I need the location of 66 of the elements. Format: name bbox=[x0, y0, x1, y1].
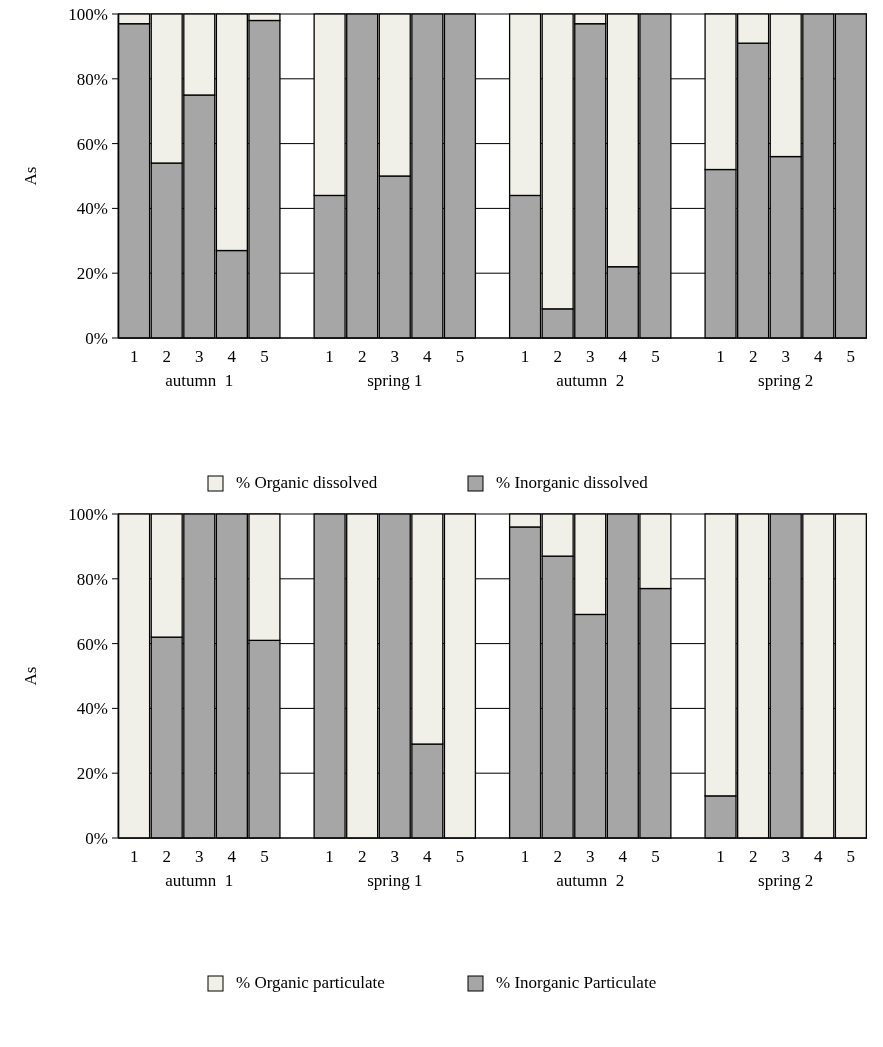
text: spring 1 bbox=[367, 871, 423, 890]
x-tick-label: 3 bbox=[390, 347, 400, 366]
x-tick-label: 3 bbox=[390, 847, 400, 866]
x-tick-label: 4 bbox=[227, 847, 237, 866]
y-tick-label: 80% bbox=[76, 69, 108, 89]
x-tick-label: 2 bbox=[357, 347, 367, 366]
y-tick-label: 0% bbox=[85, 328, 108, 348]
x-tick-label: 5 bbox=[651, 347, 660, 366]
x-tick-label: 1 bbox=[129, 847, 139, 866]
y-axis-title: As bbox=[21, 166, 40, 186]
text: spring 2 bbox=[758, 871, 814, 890]
text: autumn 2 bbox=[556, 371, 625, 390]
x-tick-label: 4 bbox=[423, 847, 433, 866]
legend-label: % Inorganic dissolved bbox=[496, 473, 649, 492]
y-axis-title: As bbox=[21, 666, 40, 686]
x-tick-label: 3 bbox=[195, 347, 204, 366]
x-tick-label: 3 bbox=[585, 347, 595, 366]
x-tick-label: 2 bbox=[553, 347, 562, 366]
x-tick-label: 4 bbox=[618, 347, 628, 366]
text: autumn 1 bbox=[165, 871, 234, 890]
y-tick-label: 40% bbox=[76, 699, 108, 719]
x-tick-label: 1 bbox=[325, 347, 334, 366]
x-tick-label: 3 bbox=[781, 347, 790, 366]
x-tick-label: 5 bbox=[846, 847, 856, 866]
y-tick-label: 100% bbox=[68, 4, 108, 24]
legend-label: % Organic particulate bbox=[236, 973, 385, 992]
x-tick-label: 5 bbox=[260, 347, 269, 366]
x-tick-label: 5 bbox=[455, 847, 465, 866]
x-tick-label: 1 bbox=[520, 347, 530, 366]
y-tick-label: 60% bbox=[76, 134, 108, 154]
x-tick-label: 2 bbox=[748, 347, 758, 366]
x-tick-label: 2 bbox=[357, 847, 367, 866]
x-tick-label: 5 bbox=[260, 847, 269, 866]
x-tick-label: 1 bbox=[520, 847, 530, 866]
x-tick-label: 2 bbox=[748, 847, 758, 866]
x-tick-label: 2 bbox=[162, 847, 171, 866]
x-tick-label: 5 bbox=[455, 347, 465, 366]
y-tick-label: 60% bbox=[76, 634, 108, 654]
x-tick-label: 5 bbox=[846, 347, 856, 366]
text: spring 1 bbox=[367, 371, 423, 390]
x-tick-label: 5 bbox=[651, 847, 660, 866]
y-tick-label: 80% bbox=[76, 569, 108, 589]
x-tick-label: 4 bbox=[814, 847, 824, 866]
text: spring 2 bbox=[758, 371, 814, 390]
x-tick-label: 1 bbox=[716, 847, 725, 866]
x-tick-label: 3 bbox=[585, 847, 595, 866]
legend-label: % Organic dissolved bbox=[236, 473, 378, 492]
y-tick-label: 20% bbox=[76, 264, 108, 284]
x-tick-label: 1 bbox=[716, 347, 725, 366]
x-tick-label: 4 bbox=[227, 347, 237, 366]
legend-label: % Inorganic Particulate bbox=[496, 973, 657, 992]
x-tick-label: 4 bbox=[423, 347, 433, 366]
x-tick-label: 4 bbox=[618, 847, 628, 866]
y-tick-label: 40% bbox=[76, 199, 108, 219]
text: autumn 1 bbox=[165, 371, 234, 390]
x-tick-label: 2 bbox=[162, 347, 171, 366]
text: autumn 2 bbox=[556, 871, 625, 890]
y-tick-label: 100% bbox=[68, 504, 108, 524]
x-tick-label: 4 bbox=[814, 347, 824, 366]
x-tick-label: 3 bbox=[781, 847, 790, 866]
x-tick-label: 1 bbox=[129, 347, 139, 366]
y-tick-label: 20% bbox=[76, 764, 108, 784]
y-tick-label: 0% bbox=[85, 828, 108, 848]
x-tick-label: 3 bbox=[195, 847, 204, 866]
x-tick-label: 1 bbox=[325, 847, 334, 866]
x-tick-label: 2 bbox=[553, 847, 562, 866]
